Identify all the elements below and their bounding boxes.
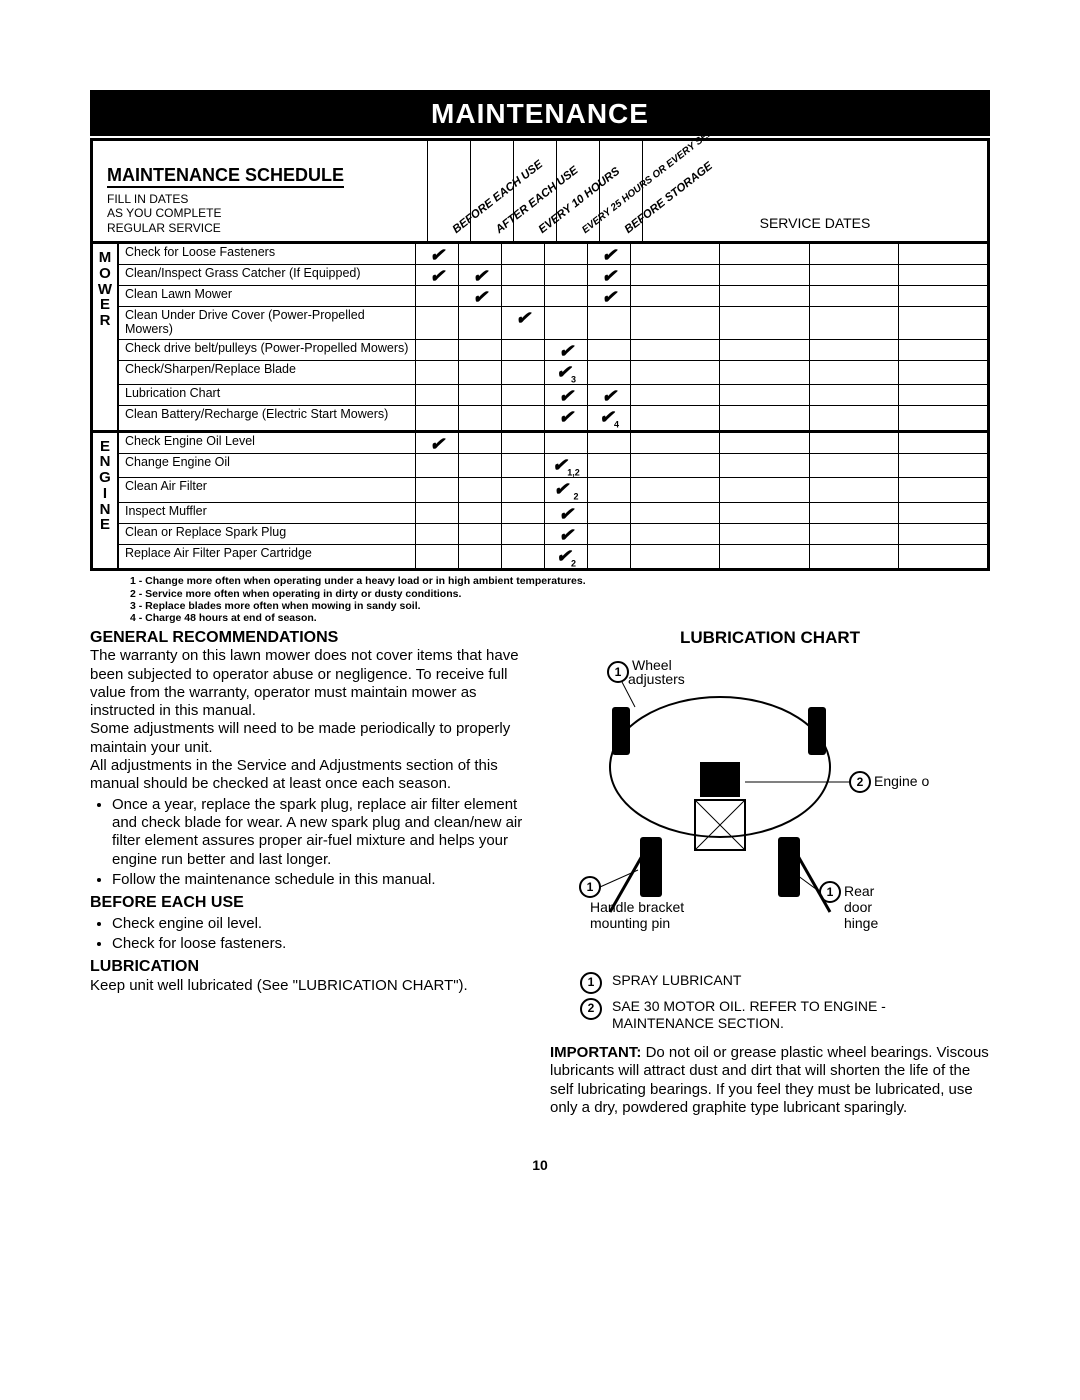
schedule-sub: FILL IN DATES AS YOU COMPLETE REGULAR SE… — [107, 192, 417, 235]
lubrication-diagram: 1 2 1 1 Wheeladjusters Engine oil Handle… — [550, 652, 930, 962]
page-title: MAINTENANCE — [90, 90, 990, 136]
service-dates-header: SERVICE DATES — [642, 141, 987, 241]
table-row: Clean Lawn Mower✔✔ — [119, 286, 987, 307]
svg-text:1: 1 — [615, 665, 622, 679]
svg-text:1: 1 — [827, 885, 834, 899]
table-row: Check for Loose Fasteners✔✔ — [119, 244, 987, 265]
svg-text:1: 1 — [587, 880, 594, 894]
label-rear: Reardoorhinge — [844, 883, 878, 931]
table-row: Check drive belt/pulleys (Power-Propelle… — [119, 340, 987, 361]
svg-text:2: 2 — [857, 775, 864, 789]
label-wheel: Wheeladjusters — [628, 657, 685, 687]
table-row: Check Engine Oil Level✔ — [119, 433, 987, 454]
legend-1: SPRAY LUBRICANT — [612, 972, 741, 989]
table-row: Change Engine Oil✔1,2 — [119, 454, 987, 479]
mower-label: MOWER — [93, 244, 117, 329]
table-row: Clean or Replace Spark Plug✔ — [119, 524, 987, 545]
schedule-heading: MAINTENANCE SCHEDULE — [107, 165, 344, 188]
right-column: LUBRICATION CHART — [550, 628, 990, 1117]
label-engine-oil: Engine oil — [874, 773, 930, 789]
legend-2: SAE 30 MOTOR OIL. REFER TO ENGINE - MAIN… — [612, 998, 990, 1032]
table-row: Check/Sharpen/Replace Blade✔3 — [119, 361, 987, 386]
label-handle: Handle bracketmounting pin — [590, 899, 684, 931]
table-row: Inspect Muffler✔ — [119, 503, 987, 524]
maintenance-schedule-table: MAINTENANCE SCHEDULE FILL IN DATES AS YO… — [90, 138, 990, 571]
page-number: 10 — [90, 1157, 990, 1173]
table-row: Clean Air Filter✔ 2 — [119, 478, 987, 503]
table-row: Lubrication Chart✔✔ — [119, 385, 987, 406]
table-row: Clean/Inspect Grass Catcher (If Equipped… — [119, 265, 987, 286]
table-row: Clean Under Drive Cover (Power-Propelled… — [119, 307, 987, 340]
footnotes: 1 - Change more often when operating und… — [130, 575, 990, 623]
table-row: Clean Battery/Recharge (Electric Start M… — [119, 406, 987, 430]
engine-label: ENGINE — [93, 433, 117, 534]
table-row: Replace Air Filter Paper Cartridge✔2 — [119, 545, 987, 569]
important-note: IMPORTANT: Do not oil or grease plastic … — [550, 1044, 990, 1117]
left-column: GENERAL RECOMMENDATIONS The warranty on … — [90, 628, 530, 1117]
